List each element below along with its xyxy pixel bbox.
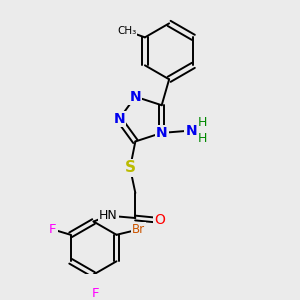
Text: HN: HN <box>99 209 118 222</box>
Text: N: N <box>113 112 125 126</box>
Text: S: S <box>124 160 136 175</box>
Text: Br: Br <box>132 223 145 236</box>
Text: H: H <box>198 116 207 129</box>
Text: N: N <box>156 126 167 140</box>
Text: N: N <box>185 124 197 138</box>
Text: O: O <box>154 213 165 227</box>
Text: F: F <box>92 287 100 300</box>
Text: H: H <box>198 132 207 145</box>
Text: F: F <box>49 223 57 236</box>
Text: N: N <box>130 90 141 104</box>
Text: CH₃: CH₃ <box>117 26 136 36</box>
